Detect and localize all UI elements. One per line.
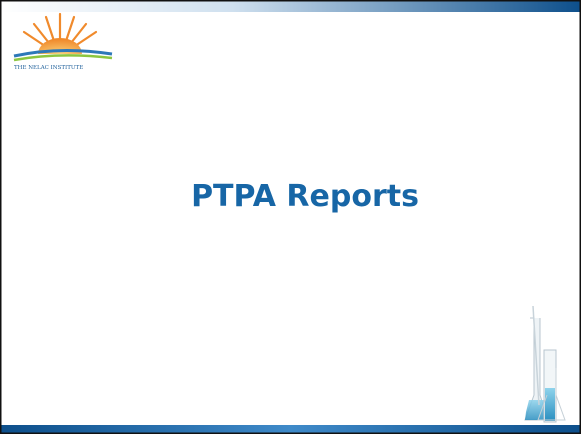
- slide: THE NELAC INSTITUTE PTPA Reports: [0, 0, 581, 434]
- slide-title: PTPA Reports: [191, 179, 419, 214]
- top-bar: [0, 0, 581, 12]
- background: [0, 0, 581, 434]
- logo-text: THE NELAC INSTITUTE: [14, 65, 83, 71]
